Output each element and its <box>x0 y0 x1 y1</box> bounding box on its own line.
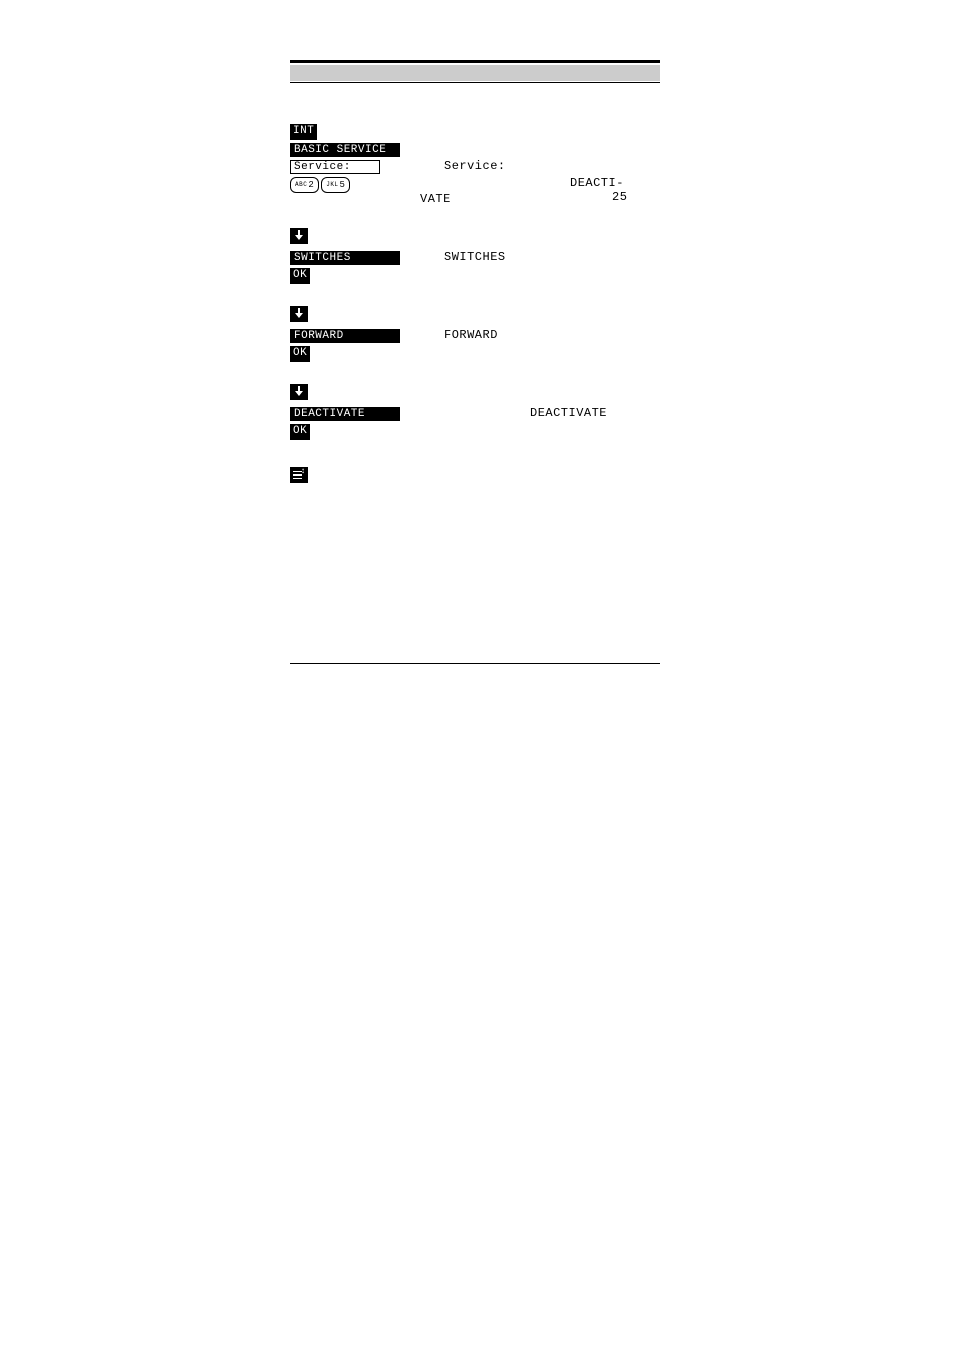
row-switches: SWITCHES SWITCHES <box>290 250 660 265</box>
switches-text: SWITCHES <box>420 250 660 264</box>
vate-text: VATE <box>420 192 660 206</box>
row-int: INT <box>290 123 660 140</box>
forward-label: FORWARD <box>290 329 400 343</box>
deactivate-label: DEACTIVATE <box>290 407 400 421</box>
ok-button[interactable]: OK <box>290 346 310 362</box>
ok-button[interactable]: OK <box>290 424 310 440</box>
row-vate: VATE <box>290 192 660 206</box>
row-deactivate: DEACTIVATE DEACTIVATE <box>290 406 660 421</box>
key-2-button[interactable]: ABC2 <box>290 177 319 193</box>
menu-icon[interactable]: ↕ <box>290 467 308 483</box>
down-arrow-icon[interactable] <box>290 306 308 322</box>
service-text: Service: <box>420 159 660 173</box>
row-ok-2: OK <box>290 267 660 284</box>
row-basic-service: BASIC SERVICE <box>290 142 660 157</box>
service-outline: Service: <box>290 160 380 174</box>
row-ok-3: OK <box>290 345 660 362</box>
row-forward: FORWARD FORWARD <box>290 328 660 343</box>
key-5-button[interactable]: JKL5 <box>321 177 350 193</box>
header-black-bar <box>290 60 660 63</box>
int-button[interactable]: INT <box>290 124 317 140</box>
footer-divider <box>290 663 660 664</box>
basic-service-label: BASIC SERVICE <box>290 143 400 157</box>
row-arrow-2 <box>290 228 660 248</box>
content-area: INT BASIC SERVICE Service: Service: ABC2… <box>290 60 660 483</box>
forward-text: FORWARD <box>420 328 660 342</box>
header-thin-bar <box>290 82 660 83</box>
row-service: Service: Service: <box>290 159 660 174</box>
switches-label: SWITCHES <box>290 251 400 265</box>
deactivate-text: DEACTIVATE <box>420 406 660 420</box>
row-arrow-3 <box>290 306 660 326</box>
row-ok-4: OK <box>290 423 660 440</box>
row-arrow-4 <box>290 384 660 404</box>
row-menu: ↕ <box>290 462 660 483</box>
ok-button[interactable]: OK <box>290 268 310 284</box>
header-bars <box>290 60 660 83</box>
down-arrow-icon[interactable] <box>290 384 308 400</box>
deacti-text: DEACTI- <box>570 176 660 190</box>
down-arrow-icon[interactable] <box>290 228 308 244</box>
header-grey-bar <box>290 65 660 81</box>
